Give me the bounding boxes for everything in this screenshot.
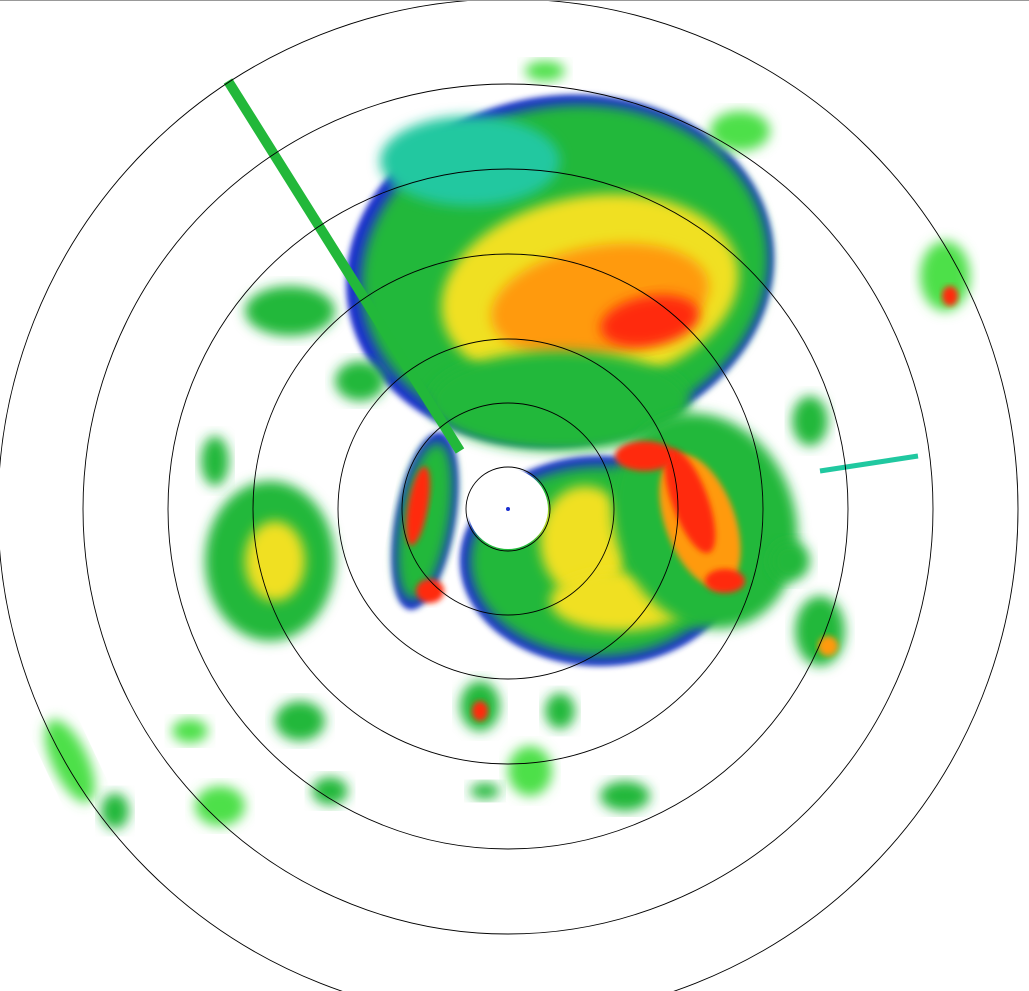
echo-core xyxy=(942,286,958,306)
radar-site-marker xyxy=(506,507,510,511)
echo-cell xyxy=(416,579,444,603)
echo-cell xyxy=(795,596,845,666)
echo-cell xyxy=(430,351,690,451)
radar-spike-northwest xyxy=(223,78,465,454)
echo-cell xyxy=(770,541,810,581)
range-ring-3 xyxy=(337,338,679,680)
echo-cell xyxy=(818,636,838,656)
echo-cell xyxy=(540,486,630,596)
echo-cell xyxy=(545,693,575,729)
range-ring-1 xyxy=(465,466,551,552)
echo-cell xyxy=(508,746,552,796)
echo-cell xyxy=(101,793,129,829)
echo-cell xyxy=(600,294,700,348)
radar-spike-east xyxy=(819,453,919,474)
range-ring-2 xyxy=(401,402,615,616)
echo-cell xyxy=(380,116,560,206)
echo-cell xyxy=(245,521,305,601)
echo-core xyxy=(705,569,745,593)
echo-cell xyxy=(792,396,828,446)
echo-cell xyxy=(335,361,385,401)
echo-cell xyxy=(396,442,454,600)
echo-cell xyxy=(312,777,348,805)
echo-cell xyxy=(172,719,208,743)
echo-core xyxy=(472,701,488,721)
reflectivity-echoes xyxy=(44,61,970,829)
echo-cell xyxy=(525,61,565,81)
echo-cell xyxy=(44,719,96,803)
range-ring-5 xyxy=(167,168,849,850)
echo-cell xyxy=(245,286,335,336)
echo-cell xyxy=(600,781,650,811)
echo-cell xyxy=(470,783,500,799)
echo-core xyxy=(664,448,716,554)
echo-core xyxy=(615,441,675,471)
range-ring-6 xyxy=(82,83,934,935)
echo-cell xyxy=(201,436,229,486)
echo-cell xyxy=(275,701,325,741)
echo-core xyxy=(405,466,431,546)
echo-cell xyxy=(195,786,245,826)
echo-cell xyxy=(710,111,770,151)
range-ring-4 xyxy=(252,253,764,765)
